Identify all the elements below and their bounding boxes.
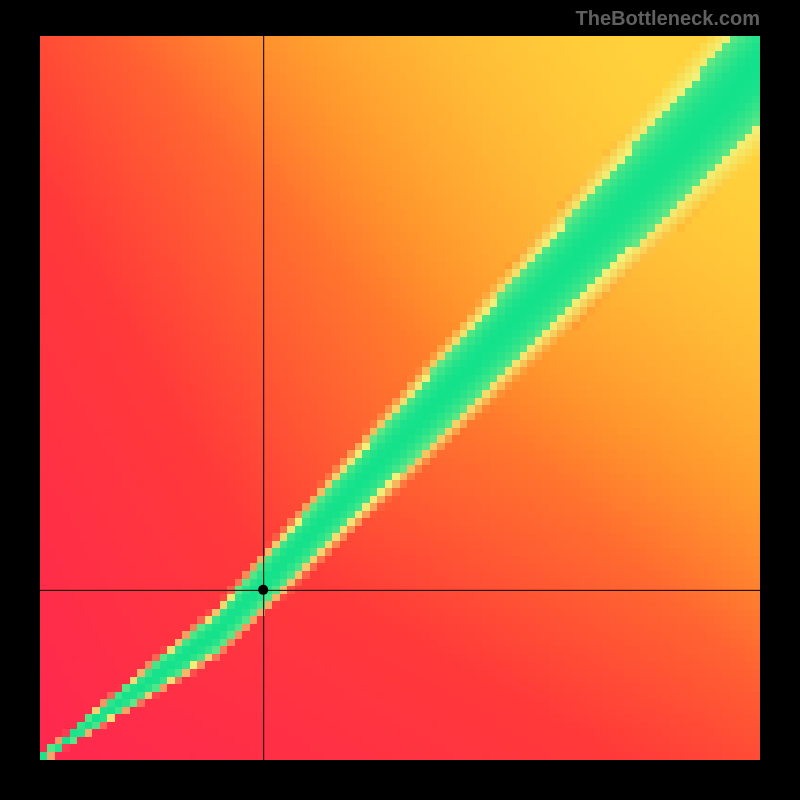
plot-area — [40, 36, 760, 760]
heatmap-canvas — [40, 36, 760, 760]
watermark-text: TheBottleneck.com — [576, 8, 760, 31]
chart-container: TheBottleneck.com — [0, 0, 800, 800]
